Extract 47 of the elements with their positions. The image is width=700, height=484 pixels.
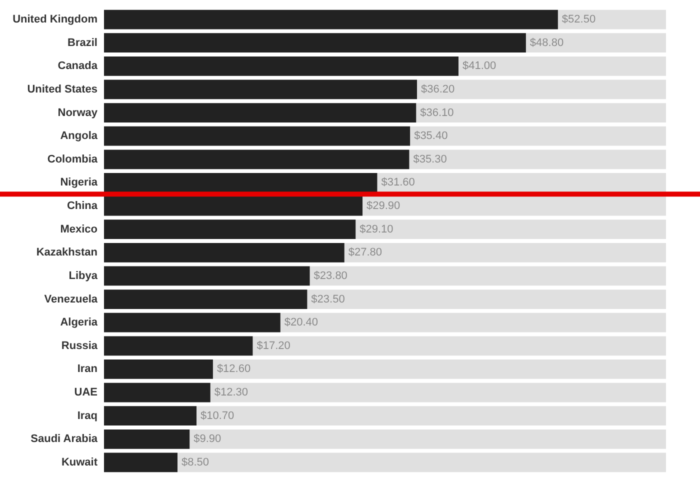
y-tick-label: Venezuela (44, 293, 98, 306)
data-label: $29.10 (360, 223, 394, 236)
data-label: $35.30 (413, 153, 447, 166)
data-label: $48.80 (530, 36, 564, 49)
bar (104, 429, 190, 449)
y-tick-label: Nigeria (60, 176, 98, 189)
y-tick-label: Mexico (60, 223, 98, 236)
y-tick-label: Angola (60, 130, 98, 142)
y-tick-label: Iran (77, 363, 98, 376)
y-tick-label: Kuwait (61, 456, 98, 468)
data-label: $17.20 (256, 340, 290, 352)
y-tick-label: Saudi Arabia (30, 433, 98, 446)
y-tick-label: Canada (58, 60, 98, 72)
data-label: $12.30 (214, 386, 248, 399)
data-label: $36.10 (420, 106, 454, 119)
data-label: $10.70 (200, 410, 234, 422)
y-tick-label: UAE (74, 386, 98, 399)
bar (104, 452, 178, 472)
y-tick-label: Russia (61, 340, 98, 352)
y-tick-label: Algeria (60, 316, 98, 329)
data-label: $23.50 (311, 293, 345, 306)
data-label: $29.90 (366, 200, 400, 212)
y-tick-label: United Kingdom (12, 14, 98, 26)
data-label: $8.50 (181, 456, 210, 468)
bar (104, 312, 280, 332)
data-label: $23.80 (314, 270, 348, 282)
y-tick-label: United States (27, 83, 98, 96)
bar (104, 336, 253, 356)
bar (104, 360, 213, 379)
data-label: $36.20 (420, 83, 455, 96)
data-label: $12.60 (216, 363, 251, 376)
y-tick-label: Kazakhstan (36, 246, 98, 259)
y-tick-label: Brazil (68, 36, 98, 49)
bar (104, 406, 197, 426)
data-label: $27.80 (348, 246, 382, 259)
data-label: $20.40 (284, 316, 318, 329)
data-label: $52.50 (562, 14, 596, 26)
data-label: $9.90 (194, 433, 222, 446)
y-tick-label: China (66, 200, 98, 212)
bar (104, 382, 210, 402)
data-label: $35.40 (414, 130, 448, 142)
y-tick-label: Norway (58, 106, 98, 119)
y-tick-label: Libya (68, 270, 98, 282)
y-tick-label: Iraq (77, 410, 98, 422)
data-label: $31.60 (381, 176, 415, 189)
y-tick-label: Colombia (47, 153, 98, 166)
data-label: $41.00 (462, 60, 496, 72)
